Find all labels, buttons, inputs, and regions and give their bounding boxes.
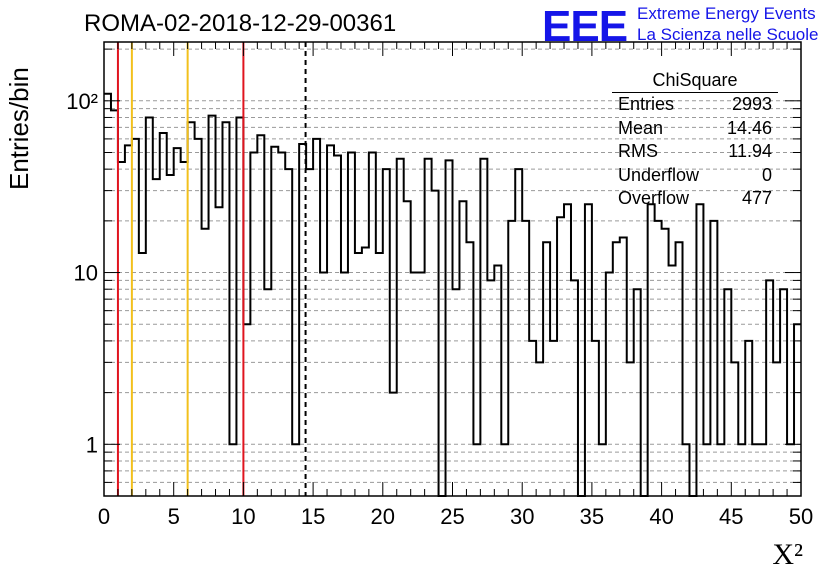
stats-label: Mean bbox=[618, 117, 664, 138]
stats-label: Entries bbox=[618, 94, 675, 114]
histogram-bin bbox=[794, 324, 801, 496]
histogram-bin bbox=[515, 169, 522, 496]
histogram-bin bbox=[257, 135, 264, 496]
histogram-bin bbox=[216, 207, 223, 496]
x-tick-label: 5 bbox=[168, 504, 180, 529]
stats-value: 477 bbox=[741, 188, 772, 208]
histogram-bin bbox=[773, 362, 780, 496]
histogram-bin bbox=[209, 116, 216, 496]
histogram-bin bbox=[271, 147, 278, 496]
x-tick-label: 10 bbox=[231, 504, 255, 529]
stats-box-title: ChiSquare bbox=[612, 70, 778, 93]
histogram-bin bbox=[536, 362, 543, 496]
histogram-bin bbox=[181, 162, 188, 496]
histogram-bin bbox=[557, 217, 564, 496]
x-tick-label: 0 bbox=[98, 504, 110, 529]
stats-label: RMS bbox=[618, 141, 658, 161]
histogram-bin bbox=[592, 341, 599, 496]
histogram-bin bbox=[418, 273, 425, 496]
x-tick-label: 15 bbox=[301, 504, 325, 529]
stats-value: 2993 bbox=[731, 94, 772, 114]
histogram-bin bbox=[132, 139, 139, 496]
histogram-bin bbox=[104, 94, 111, 496]
histogram-bin bbox=[236, 117, 243, 496]
x-tick-label: 40 bbox=[649, 504, 673, 529]
histogram-bin bbox=[334, 156, 341, 496]
x-axis-label: X² bbox=[772, 538, 803, 571]
histogram-bin bbox=[313, 139, 320, 496]
histogram-bin bbox=[341, 273, 348, 496]
stats-row-entries: Entries 2993 bbox=[612, 93, 778, 117]
stats-value: 11.94 bbox=[728, 141, 772, 161]
histogram-bin bbox=[383, 169, 390, 496]
histogram-bin bbox=[620, 237, 627, 496]
marker-lines bbox=[116, 42, 307, 496]
histogram-bin bbox=[146, 117, 153, 496]
x-tick-label: 30 bbox=[510, 504, 534, 529]
y-tick-label: 1 bbox=[86, 432, 98, 457]
histogram-bin bbox=[508, 221, 515, 496]
histogram-bin bbox=[125, 145, 132, 496]
histogram-bin bbox=[118, 162, 125, 496]
x-tick-label: 20 bbox=[371, 504, 395, 529]
x-tick-label: 25 bbox=[440, 504, 464, 529]
histogram-bin bbox=[411, 273, 418, 496]
histogram-bin bbox=[362, 247, 369, 496]
histogram-bin bbox=[655, 221, 662, 496]
histogram-bars bbox=[104, 92, 801, 497]
histogram-bin bbox=[766, 280, 773, 496]
stats-label: Overflow bbox=[618, 188, 690, 208]
stats-box: ChiSquare Entries 2993 Mean 14.46 RMS 11… bbox=[612, 70, 778, 211]
logo-subtitle-1: Extreme Energy Events bbox=[637, 4, 816, 23]
histogram-bin bbox=[397, 159, 404, 496]
histogram-bin bbox=[432, 191, 439, 496]
histogram-bin bbox=[627, 362, 634, 496]
histogram-bin bbox=[188, 122, 195, 496]
histogram-bin bbox=[327, 145, 334, 496]
histogram-bin bbox=[529, 341, 536, 496]
stats-row-overflow: Overflow 477 bbox=[612, 187, 778, 211]
stats-row-underflow: Underflow 0 bbox=[612, 164, 778, 188]
x-tick-label: 35 bbox=[580, 504, 604, 529]
histogram-bin bbox=[522, 221, 529, 496]
histogram-bin bbox=[606, 273, 613, 496]
histogram-bin bbox=[320, 273, 327, 496]
histogram-bin bbox=[160, 133, 167, 496]
eee-logo: EEE bbox=[542, 2, 628, 51]
histogram-bin bbox=[550, 341, 557, 496]
stats-row-rms: RMS 11.94 bbox=[612, 140, 778, 164]
histogram-bin bbox=[487, 280, 494, 496]
histogram-bin bbox=[731, 362, 738, 496]
histogram-bin bbox=[243, 324, 250, 496]
histogram-bin bbox=[710, 221, 717, 496]
histogram-bin bbox=[285, 169, 292, 496]
y-axis-label: Entries/bin bbox=[4, 67, 34, 190]
stats-row-mean: Mean 14.46 bbox=[612, 117, 778, 141]
histogram-bin bbox=[571, 280, 578, 496]
plot-title: ROMA-02-2018-12-29-00361 bbox=[84, 10, 397, 37]
histogram-bin bbox=[195, 139, 202, 496]
axes: 0 5 10 15 20 25 30 35 40 45 50 1 10 10² X² bbox=[66, 41, 813, 571]
histogram-bin bbox=[153, 179, 160, 496]
stats-label: Underflow bbox=[618, 164, 700, 185]
histogram-outline bbox=[104, 92, 801, 497]
logo-subtitle-2: La Scienza nelle Scuole bbox=[637, 25, 819, 44]
histogram-bin bbox=[167, 175, 174, 496]
x-tick-label: 50 bbox=[789, 504, 813, 529]
x-tick-label: 45 bbox=[719, 504, 743, 529]
histogram-bin bbox=[111, 110, 118, 496]
stats-value: 0 bbox=[761, 164, 772, 185]
histogram-bin bbox=[222, 122, 229, 496]
stats-value: 14.46 bbox=[726, 117, 772, 138]
histogram-bin bbox=[306, 169, 313, 496]
histogram-bin bbox=[745, 341, 752, 496]
y-tick-label: 10² bbox=[66, 89, 98, 114]
histogram-bin bbox=[425, 159, 432, 496]
histogram-bin bbox=[480, 159, 487, 496]
y-tick-label: 10 bbox=[74, 261, 98, 286]
histogram-bin bbox=[446, 160, 453, 496]
